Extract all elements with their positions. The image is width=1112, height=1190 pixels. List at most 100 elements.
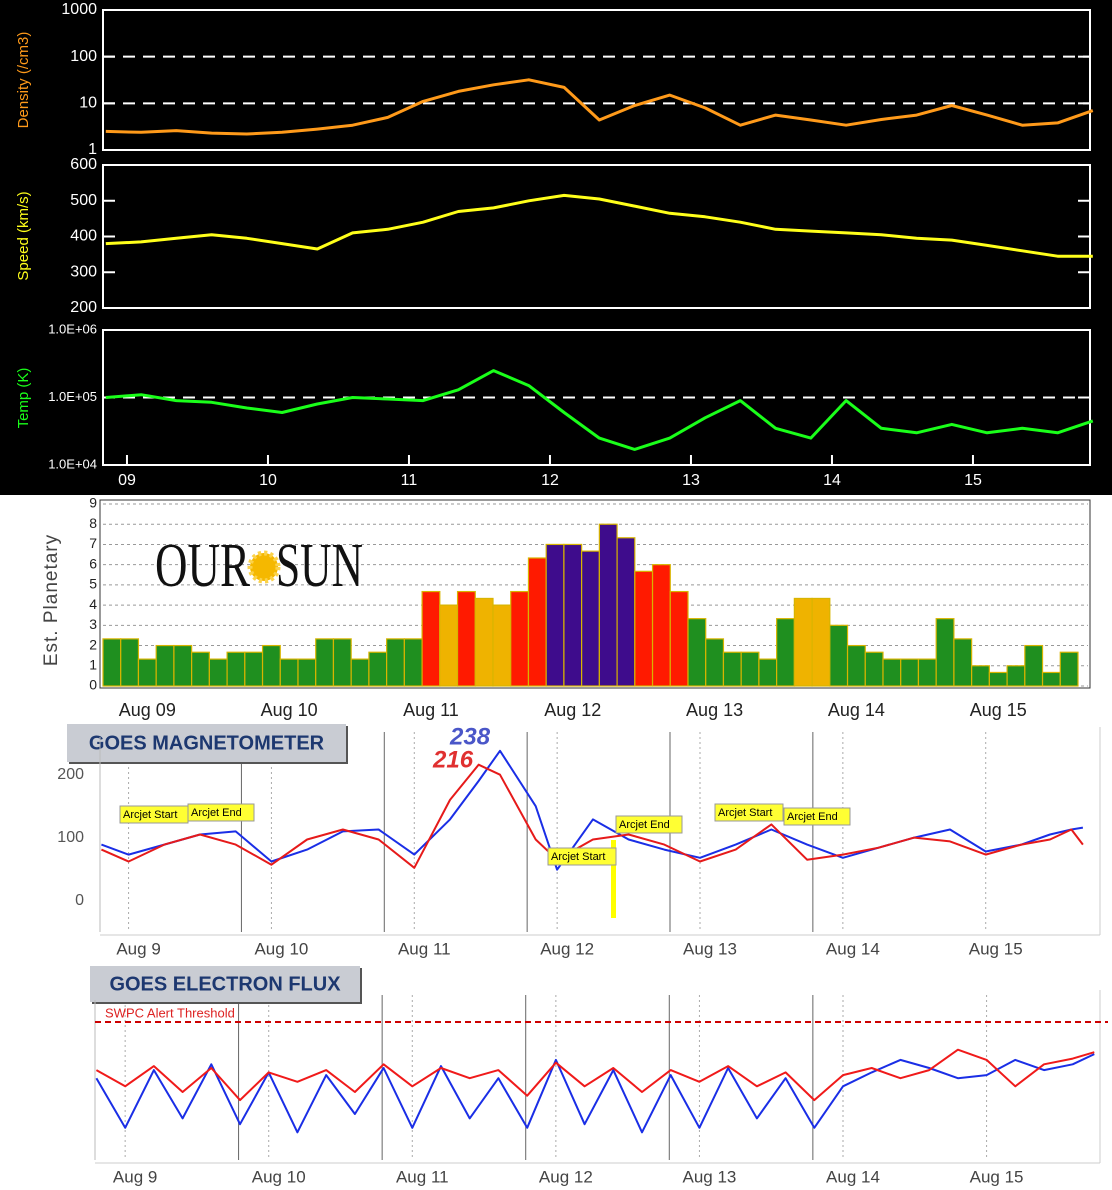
- threshold-label: SWPC Alert Threshold: [105, 1005, 235, 1020]
- x-tick-label: Aug 13: [686, 700, 743, 720]
- annotation: Arcjet End: [787, 811, 838, 823]
- bar: [403, 638, 423, 687]
- bar: [1006, 665, 1026, 687]
- data-line: [95, 1048, 1095, 1102]
- bar: [705, 638, 725, 687]
- title-box: [90, 966, 360, 1002]
- x-tick-label: Aug 9: [113, 1167, 157, 1186]
- x-tick-label: 11: [401, 472, 418, 489]
- y-axis-label: Density (/cm3): [15, 32, 32, 129]
- bar: [173, 644, 193, 687]
- bar: [102, 638, 122, 687]
- annotation: Arcjet Start: [551, 851, 605, 863]
- y-tick-label: 8: [89, 515, 97, 531]
- y-axis-label: Speed (km/s): [15, 191, 32, 280]
- bar: [722, 651, 742, 687]
- plot-frame: [99, 499, 1091, 689]
- bar: [935, 618, 955, 687]
- bar: [1059, 651, 1079, 687]
- x-tick-label: Aug 15: [969, 939, 1023, 958]
- bar: [439, 604, 459, 687]
- y-tick-label: 3: [89, 616, 97, 632]
- y-tick-label: 5: [89, 576, 97, 592]
- x-tick-label: Aug 13: [682, 1167, 736, 1186]
- y-tick-label: 1000: [61, 1, 97, 18]
- annotation: Arcjet Start: [123, 809, 177, 821]
- bar: [917, 658, 937, 687]
- annotation-box: [547, 847, 617, 866]
- y-tick-label: 500: [70, 192, 97, 209]
- x-tick-label: Aug 09: [119, 700, 176, 720]
- y-tick-label: 400: [70, 228, 97, 245]
- bar: [510, 590, 530, 687]
- y-tick-label: 300: [70, 263, 97, 280]
- bar: [758, 658, 778, 687]
- bar: [474, 597, 494, 687]
- data-line: [95, 1053, 1095, 1134]
- annotation: Arcjet End: [619, 819, 670, 831]
- x-tick-label: Aug 10: [254, 939, 308, 958]
- bar: [527, 557, 547, 687]
- x-tick-label: Aug 15: [970, 700, 1027, 720]
- x-tick-label: Aug 12: [539, 1167, 593, 1186]
- bar: [882, 658, 902, 687]
- y-tick-label: 9: [89, 495, 97, 511]
- bar: [1024, 644, 1044, 687]
- x-tick-label: Aug 13: [683, 939, 737, 958]
- x-tick-label: 10: [259, 472, 277, 489]
- logo-right: SUN: [276, 532, 363, 600]
- bar: [971, 665, 990, 687]
- logo-sun: [247, 550, 281, 584]
- x-tick-label: Aug 14: [826, 1167, 880, 1186]
- y-tick-label: 600: [70, 156, 97, 173]
- x-tick-label: 09: [118, 472, 136, 489]
- bar: [208, 658, 228, 687]
- y-tick-label: 1.0E+04: [48, 456, 97, 471]
- y-tick-label: 0: [89, 677, 97, 693]
- bar: [386, 638, 405, 687]
- bar: [740, 651, 760, 687]
- title-box: [67, 724, 346, 762]
- bar: [350, 658, 370, 687]
- bar: [900, 658, 920, 687]
- x-tick-label: Aug 14: [828, 700, 885, 720]
- data-line: [105, 369, 1094, 451]
- y-tick-label: 0: [75, 892, 84, 909]
- annotation-box: [615, 815, 683, 834]
- bar: [616, 537, 636, 687]
- x-tick-label: Aug 15: [970, 1167, 1024, 1186]
- bar: [545, 543, 565, 687]
- arcjet-spike: [611, 840, 616, 918]
- y-tick-label: 200: [70, 299, 97, 316]
- x-tick-label: 14: [823, 472, 841, 489]
- y-tick-label: 4: [89, 596, 97, 612]
- bar: [793, 597, 813, 687]
- chart-title: GOES MAGNETOMETER: [89, 732, 325, 754]
- data-line: [105, 193, 1093, 258]
- y-tick-label: 100: [70, 48, 97, 65]
- y-tick-label: 10: [79, 95, 97, 112]
- bar: [846, 644, 866, 687]
- x-tick-label: Aug 11: [403, 700, 459, 720]
- bar: [297, 658, 317, 687]
- y-tick-label: 1.0E+06: [48, 321, 97, 336]
- data-line: [105, 78, 1094, 136]
- x-tick-label: 13: [682, 472, 700, 489]
- bar: [368, 651, 388, 687]
- bar: [421, 590, 441, 687]
- bar: [651, 564, 671, 687]
- x-tick-label: Aug 10: [252, 1167, 306, 1186]
- bar: [315, 638, 335, 687]
- x-tick-label: Aug 10: [261, 700, 318, 720]
- annotation: Arcjet Start: [718, 807, 772, 819]
- y-tick-label: 1.0E+05: [48, 389, 97, 404]
- chart-title: GOES ELECTRON FLUX: [109, 973, 341, 995]
- data-line: [100, 763, 1084, 869]
- bar: [776, 618, 795, 687]
- bar: [581, 550, 600, 687]
- x-tick-label: 12: [541, 472, 559, 489]
- annotation-box: [783, 807, 851, 826]
- y-tick-label: 1: [88, 141, 97, 158]
- x-tick-label: Aug 11: [396, 1167, 449, 1186]
- y-tick-label: 6: [89, 555, 97, 571]
